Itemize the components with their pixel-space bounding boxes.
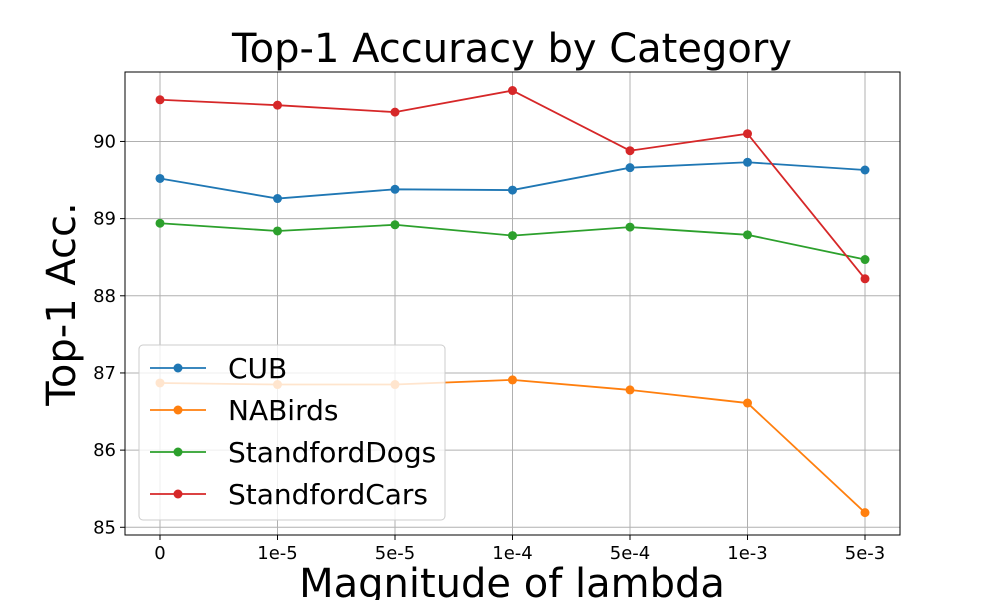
legend-marker bbox=[173, 489, 183, 499]
legend: CUB NABirds StandfordDogs StandfordCars bbox=[138, 344, 446, 521]
x-tick-label: 1e-4 bbox=[492, 543, 532, 564]
x-tick-label: 5e-3 bbox=[845, 543, 885, 564]
legend-item-nabirds: NABirds bbox=[150, 394, 338, 427]
data-point bbox=[625, 222, 635, 232]
data-point bbox=[273, 100, 282, 110]
series-standfordcars bbox=[155, 86, 870, 284]
data-point bbox=[625, 385, 635, 395]
data-point bbox=[273, 194, 282, 204]
legend-label: StandfordDogs bbox=[228, 436, 436, 469]
data-point bbox=[508, 231, 517, 241]
y-tick-label: 89 bbox=[93, 209, 116, 230]
x-axis-ticks: 0 1e-5 5e-5 1e-4 5e-4 1e-3 5e-3 bbox=[154, 535, 885, 564]
data-point bbox=[625, 146, 635, 156]
x-axis-title: Magnitude of lambda bbox=[299, 561, 725, 600]
data-point bbox=[390, 184, 400, 194]
y-tick-label: 87 bbox=[93, 363, 116, 384]
y-tick-label: 85 bbox=[93, 517, 116, 538]
data-point bbox=[155, 173, 165, 183]
x-tick-label: 5e-4 bbox=[610, 543, 650, 564]
series-standforddogs bbox=[155, 218, 870, 265]
chart-title: Top-1 Accuracy by Category bbox=[231, 26, 792, 72]
y-tick-label: 86 bbox=[93, 440, 116, 461]
y-axis-ticks: 85 86 87 88 89 90 bbox=[93, 131, 125, 538]
data-point bbox=[508, 375, 517, 385]
y-tick-label: 90 bbox=[93, 131, 116, 152]
data-point bbox=[508, 86, 517, 96]
y-tick-label: 88 bbox=[93, 286, 116, 307]
data-point bbox=[508, 185, 517, 195]
data-point bbox=[625, 163, 635, 173]
x-tick-label: 5e-5 bbox=[375, 543, 415, 564]
data-point bbox=[860, 508, 870, 518]
legend-label: CUB bbox=[228, 352, 287, 385]
data-point bbox=[743, 157, 752, 167]
data-point bbox=[860, 255, 870, 265]
x-tick-label: 0 bbox=[154, 543, 165, 564]
legend-items: CUB NABirds StandfordDogs StandfordCars bbox=[150, 352, 436, 511]
legend-item-standforddogs: StandfordDogs bbox=[150, 436, 436, 469]
data-point bbox=[273, 226, 282, 236]
x-tick-label: 1e-3 bbox=[727, 543, 767, 564]
data-point bbox=[390, 107, 400, 117]
grid bbox=[125, 72, 900, 535]
y-axis-title: Top-1 Acc. bbox=[39, 202, 85, 406]
legend-marker bbox=[173, 363, 183, 373]
legend-frame bbox=[138, 344, 446, 521]
x-tick-label: 1e-5 bbox=[257, 543, 297, 564]
series-cub bbox=[155, 157, 870, 204]
legend-item-standfordcars: StandfordCars bbox=[150, 478, 428, 511]
data-point bbox=[390, 220, 400, 230]
legend-item-cub: CUB bbox=[150, 352, 287, 385]
legend-label: StandfordCars bbox=[228, 478, 428, 511]
legend-label: NABirds bbox=[228, 394, 338, 427]
data-point bbox=[155, 95, 165, 105]
data-point bbox=[743, 398, 752, 408]
data-point bbox=[743, 230, 752, 240]
legend-marker bbox=[173, 447, 183, 457]
data-point bbox=[155, 218, 165, 228]
series-lines bbox=[155, 86, 870, 518]
data-point bbox=[860, 165, 870, 175]
legend-marker bbox=[173, 405, 183, 415]
data-point bbox=[743, 129, 752, 139]
data-point bbox=[860, 274, 870, 284]
